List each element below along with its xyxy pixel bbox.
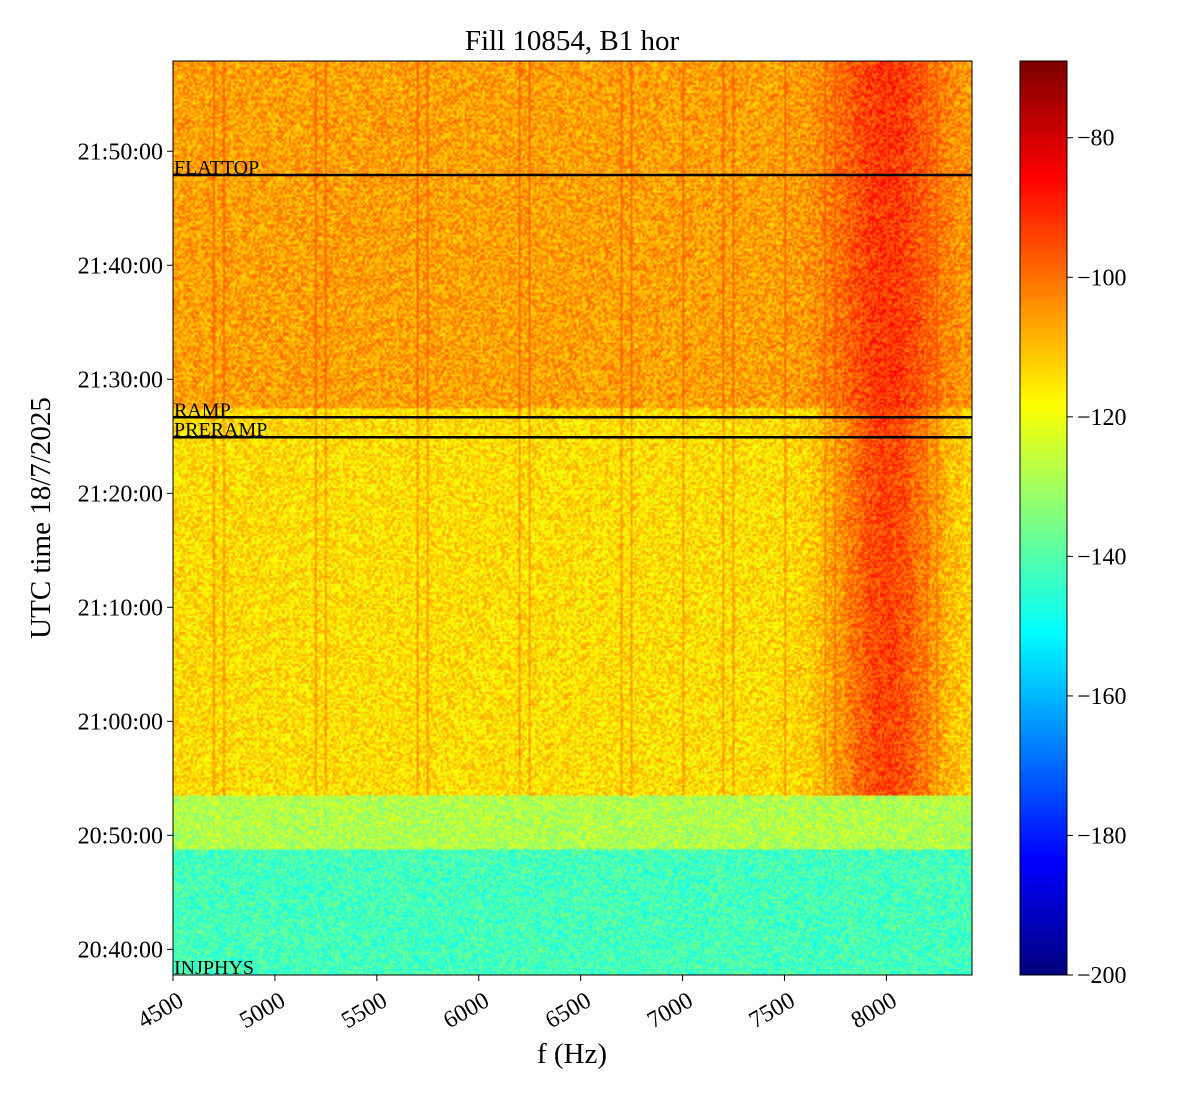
- y-tick-label: 21:50:00: [78, 139, 163, 165]
- colorbar-frame: [1019, 60, 1068, 976]
- y-tick-label: 21:00:00: [78, 709, 163, 735]
- plot-frame: [172, 60, 973, 976]
- colorbar-tick-label: −140: [1077, 544, 1127, 570]
- marker-label-ramp: RAMP: [174, 399, 231, 421]
- colorbar-gradient: [1020, 61, 1067, 975]
- y-tick-label: 21:10:00: [78, 595, 163, 621]
- y-axis-ticks: 20:40:00 20:50:00 21:00:00 21:10:00 21:20:00…: [78, 139, 173, 963]
- x-tick-label: 6500: [541, 988, 596, 1035]
- y-tick-label: 21:40:00: [78, 253, 163, 279]
- x-axis-ticks: 4500 5000 5500 6000 6500 7000 7500 8000: [133, 975, 901, 1034]
- y-tick-label: 20:50:00: [78, 823, 163, 849]
- x-tick-label: 5000: [235, 988, 290, 1035]
- heatmap-image: [173, 61, 972, 975]
- y-tick-label: 21:30:00: [78, 367, 163, 393]
- y-tick-label: 20:40:00: [78, 937, 163, 963]
- colorbar-tick-label: −80: [1077, 126, 1115, 152]
- marker-label-flattop: FLATTOP: [174, 157, 259, 179]
- marker-label-injphys: INJPHYS: [174, 957, 254, 979]
- x-tick-label: 7000: [643, 988, 698, 1035]
- colorbar-tick-label: −120: [1077, 405, 1127, 431]
- x-tick-label: 5500: [337, 988, 392, 1035]
- colorbar-tick-label: −200: [1077, 963, 1127, 989]
- marker-label-preramp: PRERAMP: [174, 419, 267, 441]
- x-tick-label: 8000: [847, 988, 902, 1035]
- x-tick-label: 7500: [745, 988, 800, 1035]
- chart-title: Fill 10854, B1 hor: [465, 25, 680, 57]
- x-tick-label: 4500: [133, 988, 188, 1035]
- x-axis-label: f (Hz): [537, 1038, 607, 1070]
- colorbar-tick-label: −100: [1077, 265, 1127, 291]
- y-axis-label: UTC time 18/7/2025: [25, 397, 57, 639]
- colorbar-ticks: −80 −100 −120 −140 −160 −180 −200: [1067, 126, 1127, 989]
- y-tick-label: 21:20:00: [78, 481, 163, 507]
- colorbar-tick-label: −160: [1077, 684, 1127, 710]
- x-tick-label: 6000: [439, 988, 494, 1035]
- colorbar-tick-label: −180: [1077, 823, 1127, 849]
